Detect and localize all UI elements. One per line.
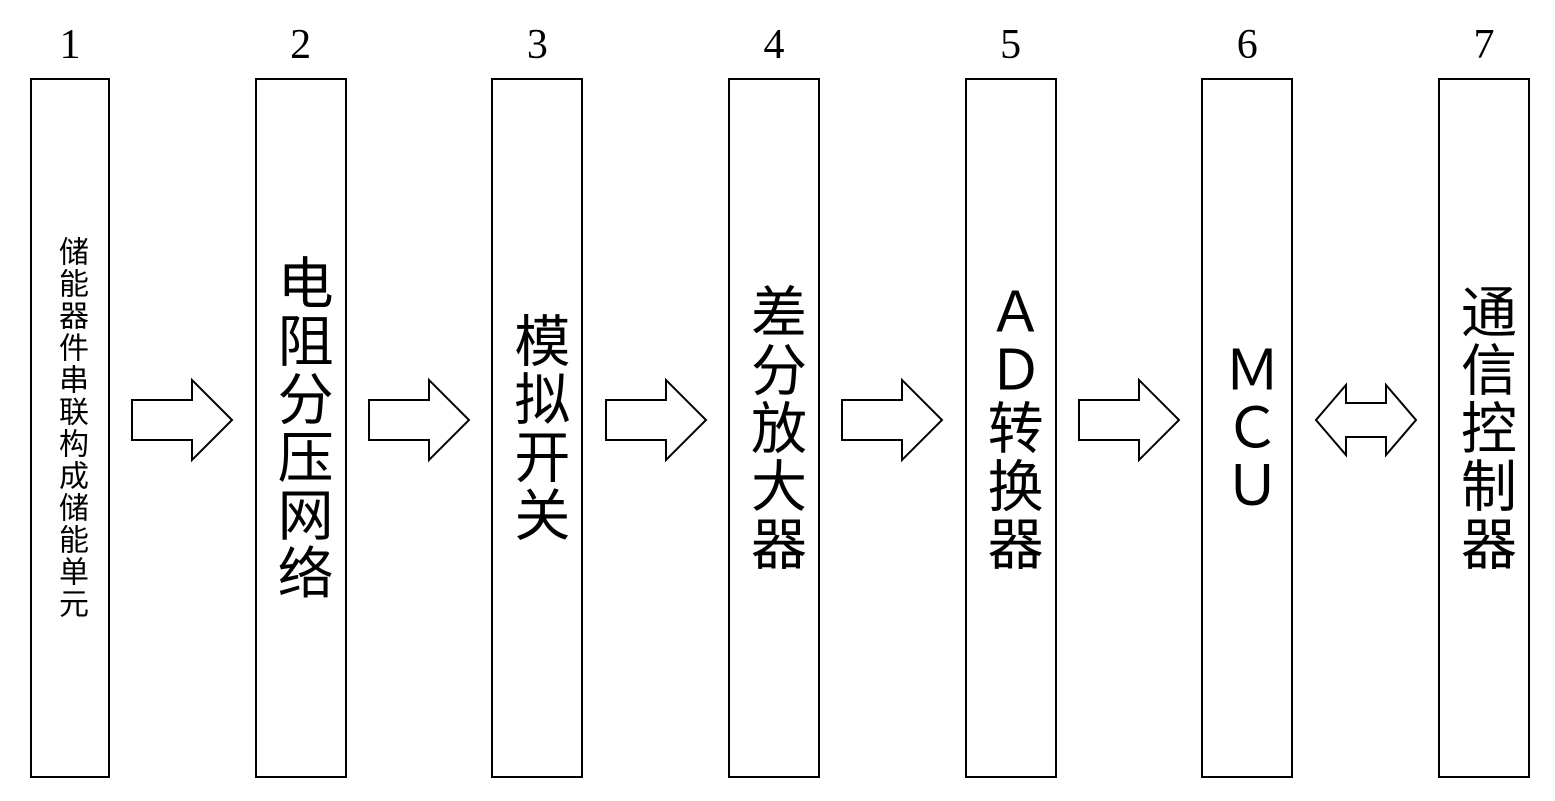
block-label-6: ＭＣＵ bbox=[1207, 341, 1288, 515]
arrow-4 bbox=[837, 70, 947, 770]
block-number-5: 5 bbox=[1000, 20, 1021, 70]
block-number-1: 1 bbox=[60, 20, 81, 70]
block-number-3: 3 bbox=[527, 20, 548, 70]
arrow-double-icon bbox=[1311, 375, 1421, 465]
block-group-3: 3 模拟开关 bbox=[491, 20, 583, 778]
block-number-7: 7 bbox=[1473, 20, 1494, 70]
block-label-4: 差分放大器 bbox=[733, 283, 814, 573]
arrow-right-icon bbox=[837, 375, 947, 465]
block-group-7: 7 通信控制器 bbox=[1438, 20, 1530, 778]
block-box-3: 模拟开关 bbox=[491, 78, 583, 778]
block-label-1: 储能器件串联构成储能单元 bbox=[48, 236, 92, 620]
flowchart-diagram: 1 储能器件串联构成储能单元 2 电阻分压网络 3 模拟开关 bbox=[30, 20, 1530, 780]
block-box-4: 差分放大器 bbox=[728, 78, 820, 778]
arrow-1 bbox=[127, 70, 237, 770]
block-number-4: 4 bbox=[763, 20, 784, 70]
block-box-2: 电阻分压网络 bbox=[255, 78, 347, 778]
arrow-3 bbox=[601, 70, 711, 770]
block-group-2: 2 电阻分压网络 bbox=[255, 20, 347, 778]
block-box-6: ＭＣＵ bbox=[1201, 78, 1293, 778]
block-group-6: 6 ＭＣＵ bbox=[1201, 20, 1293, 778]
arrow-right-icon bbox=[601, 375, 711, 465]
block-label-7: 通信控制器 bbox=[1443, 283, 1524, 573]
block-label-5: ＡＤ转换器 bbox=[970, 283, 1051, 573]
block-box-5: ＡＤ转换器 bbox=[965, 78, 1057, 778]
block-group-4: 4 差分放大器 bbox=[728, 20, 820, 778]
block-box-7: 通信控制器 bbox=[1438, 78, 1530, 778]
arrow-right-icon bbox=[127, 375, 237, 465]
block-label-3: 模拟开关 bbox=[497, 312, 578, 544]
block-group-1: 1 储能器件串联构成储能单元 bbox=[30, 20, 110, 778]
block-number-2: 2 bbox=[290, 20, 311, 70]
arrow-5 bbox=[1074, 70, 1184, 770]
arrow-right-icon bbox=[364, 375, 474, 465]
arrow-right-icon bbox=[1074, 375, 1184, 465]
arrow-6 bbox=[1311, 70, 1421, 770]
block-number-6: 6 bbox=[1237, 20, 1258, 70]
block-group-5: 5 ＡＤ转换器 bbox=[965, 20, 1057, 778]
block-box-1: 储能器件串联构成储能单元 bbox=[30, 78, 110, 778]
arrow-2 bbox=[364, 70, 474, 770]
block-label-2: 电阻分压网络 bbox=[260, 254, 341, 602]
